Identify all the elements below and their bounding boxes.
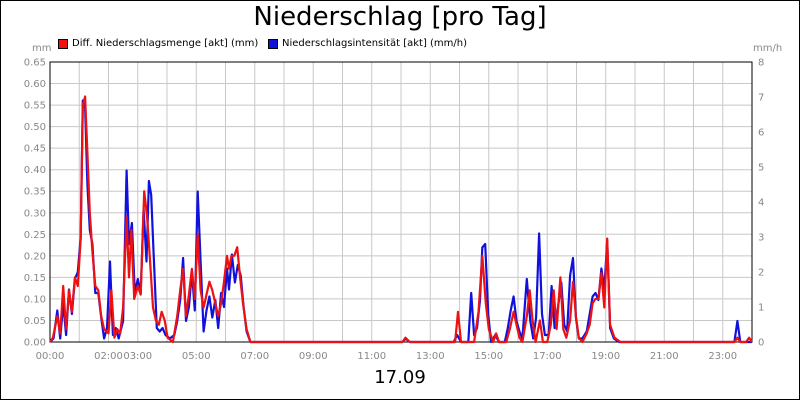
y-tick-left-label: 0.60 bbox=[24, 79, 46, 90]
y-tick-left-label: 0.45 bbox=[24, 144, 46, 155]
x-tick-label: 02:00 bbox=[94, 351, 123, 362]
legend-swatch-blue bbox=[268, 38, 278, 49]
x-tick-label: 13:00 bbox=[416, 351, 445, 362]
y-tick-right-label: 6 bbox=[758, 128, 764, 139]
series-line-intensitaet bbox=[49, 99, 752, 344]
y-tick-left-label: 0.20 bbox=[24, 251, 46, 262]
y-tick-left-label: 0.55 bbox=[24, 101, 46, 112]
x-tick-label: 19:00 bbox=[591, 351, 620, 362]
y-tick-left-label: 0.05 bbox=[24, 316, 46, 327]
x-tick-label: 03:00 bbox=[123, 351, 152, 362]
x-tick-label: 07:00 bbox=[240, 351, 269, 362]
y-tick-left-label: 0.15 bbox=[24, 273, 46, 284]
legend-label-red: Diff. Niederschlagsmenge [akt] (mm) bbox=[72, 38, 259, 49]
y-tick-right-label: 1 bbox=[758, 303, 764, 314]
legend-item-blue: Niederschlagsintensität [akt] (mm/h) bbox=[268, 38, 467, 49]
x-tick-label: 15:00 bbox=[474, 351, 503, 362]
legend-item-red: Diff. Niederschlagsmenge [akt] (mm) bbox=[58, 38, 258, 49]
x-tick-label: 17:00 bbox=[533, 351, 562, 362]
y-tick-left-label: 0.10 bbox=[24, 294, 46, 305]
y-tick-right-label: 8 bbox=[758, 58, 764, 69]
y-tick-right-label: 3 bbox=[758, 233, 764, 244]
x-tick-label: 23:00 bbox=[708, 351, 737, 362]
y-tick-left-label: 0.50 bbox=[24, 122, 46, 133]
right-axis-unit: mm/h bbox=[753, 43, 783, 54]
series-line-menge bbox=[49, 95, 753, 344]
y-tick-left-label: 0.00 bbox=[24, 338, 46, 349]
y-tick-left-label: 0.65 bbox=[24, 58, 46, 69]
y-tick-right-label: 2 bbox=[758, 268, 764, 279]
x-tick-label: 11:00 bbox=[357, 351, 386, 362]
date-label: 17.09 bbox=[374, 367, 426, 388]
x-tick-label: 00:00 bbox=[36, 351, 65, 362]
y-tick-right-label: 5 bbox=[758, 163, 764, 174]
chart-title: Niederschlag [pro Tag] bbox=[253, 2, 547, 32]
x-tick-label: 05:00 bbox=[182, 351, 211, 362]
x-tick-label: 21:00 bbox=[650, 351, 679, 362]
y-tick-right-label: 0 bbox=[758, 338, 764, 349]
y-tick-left-label: 0.30 bbox=[24, 208, 46, 219]
legend-swatch-red bbox=[58, 38, 68, 49]
y-tick-left-label: 0.35 bbox=[24, 187, 46, 198]
y-tick-right-label: 7 bbox=[758, 93, 764, 104]
y-tick-left-label: 0.40 bbox=[24, 165, 46, 176]
y-tick-right-label: 4 bbox=[758, 198, 764, 209]
legend-label-blue: Niederschlagsintensität [akt] (mm/h) bbox=[282, 38, 468, 49]
left-axis-unit: mm bbox=[32, 43, 52, 54]
x-tick-label: 09:00 bbox=[299, 351, 328, 362]
y-tick-left-label: 0.25 bbox=[24, 230, 46, 241]
